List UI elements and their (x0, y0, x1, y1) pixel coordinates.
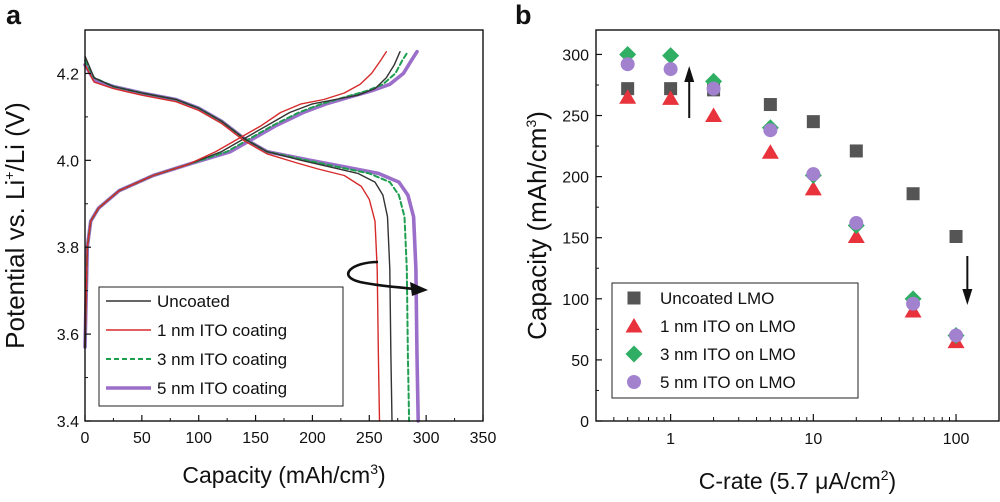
chart-b-point-2-6 (847, 228, 865, 243)
chart-b-y-tick-label: 150 (562, 231, 589, 248)
chart-b-point-2-4 (761, 144, 779, 159)
chart-b-rate-capability: 1 10 100 0 50 100 150 200 250 300 Uncoated LMO 1 n… (522, 29, 1000, 494)
chart-a-x-tick-label: 50 (133, 430, 151, 447)
chart-b-frame (595, 29, 1000, 422)
chart-b-y-tick-label: 200 (562, 170, 589, 187)
chart-b-ticks: 1 10 100 0 50 100 150 200 250 300 (562, 47, 1000, 448)
chart-a-legend-label-2: 1 nm ITO coating (157, 321, 287, 340)
chart-b-point-2-3 (705, 107, 723, 123)
chart-b-y-title-main: Capacity (mAh/cm (522, 128, 552, 340)
chart-b-point-1-2 (664, 82, 678, 96)
chart-b-point-4-4 (763, 123, 778, 138)
chart-b-point-2-1 (619, 89, 637, 104)
chart-a-x-tick-label: 300 (413, 430, 440, 447)
chart-a-series-1-discharge-line (84, 55, 393, 422)
chart-b-point-4-2 (663, 62, 678, 77)
chart-b-y-title-sup: 3 (523, 120, 539, 128)
chart-b-y-axis-title: Capacity (mAh/cm3) (522, 111, 552, 340)
chart-a-voltage-profile: 0 50 100 150 200 250 300 350 3.4 3.6 3.8 4.0 4.2 Unc… (0, 29, 497, 488)
chart-b-y-tick-label: 250 (562, 109, 589, 126)
chart-b-point-4-6 (849, 216, 864, 231)
chart-b-up-arrow-head (684, 66, 695, 82)
chart-a-y-title-sup: + (1, 172, 17, 180)
chart-a-arrow-head (410, 282, 428, 296)
chart-b-point-2-5 (804, 180, 822, 196)
chart-a-x-tick-label: 250 (356, 430, 383, 447)
chart-b-x-title-sup: 2 (881, 467, 889, 483)
chart-b-point-4-8 (949, 328, 964, 343)
chart-b-y-tick-label: 300 (562, 47, 589, 64)
chart-b-arrows (684, 66, 973, 305)
chart-b-point-1-4 (763, 98, 777, 112)
chart-b-legend: Uncoated LMO 1 nm ITO on LMO 3 nm ITO on L… (611, 282, 859, 399)
chart-b-point-1-5 (806, 115, 820, 129)
chart-a-arrow-curve (346, 260, 415, 291)
chart-b-point-1-1 (621, 82, 635, 96)
chart-b-point-4-5 (806, 167, 821, 182)
chart-b-down-arrow-head (962, 289, 973, 305)
chart-b-legend-marker-2 (625, 318, 643, 333)
chart-a-x-tick-label: 200 (299, 430, 326, 447)
chart-a-frame (84, 29, 484, 422)
chart-a-x-tick-label: 350 (470, 430, 497, 447)
chart-a-y-tick-label: 4.2 (57, 66, 79, 83)
chart-b-y-tick-label: 50 (571, 353, 589, 370)
chart-a-x-tick-label: 100 (185, 430, 212, 447)
chart-a-ticks: 0 50 100 150 200 250 300 350 3.4 3.6 3.8 4.0 4.2 (57, 66, 497, 447)
chart-b-x-title-end: ) (889, 468, 897, 494)
chart-b-legend-label-2: 1 nm ITO on LMO (660, 317, 796, 336)
panel-letter-a: a (6, 0, 22, 30)
chart-a-legend-box (98, 286, 344, 407)
chart-a-y-title-main: Potential vs. Li (0, 180, 30, 349)
chart-b-x-tick-label: 1 (666, 431, 675, 448)
chart-b-x-tick-label: 100 (943, 431, 970, 448)
chart-b-legend-label-1: Uncoated LMO (660, 289, 774, 308)
chart-b-x-axis-title: C-rate (5.7 μA/cm2) (699, 467, 896, 494)
chart-a-x-title-main: Capacity (mAh/cm (182, 462, 370, 488)
chart-a-legend-label-4: 5 nm ITO coating (157, 379, 287, 398)
chart-a-x-tick-label: 0 (81, 430, 90, 447)
chart-a-y-tick-label: 4.0 (57, 153, 79, 170)
chart-a-x-tick-label: 150 (242, 430, 269, 447)
chart-a-curved-arrow (346, 260, 428, 296)
chart-b-point-1-6 (849, 144, 863, 158)
chart-a-y-axis-title: Potential vs. Li+/Li (V) (0, 102, 30, 349)
chart-a-x-title-end: ) (378, 462, 386, 488)
chart-a-y-tick-label: 3.8 (57, 240, 79, 257)
chart-b-y-tick-label: 100 (562, 292, 589, 309)
chart-b-legend-marker-3 (625, 345, 643, 363)
chart-b-point-2-2 (662, 90, 680, 105)
panel-letter-b: b (515, 0, 532, 30)
chart-b-legend-label-4: 5 nm ITO on LMO (660, 373, 796, 392)
chart-b-point-1-7 (906, 187, 920, 201)
chart-b-legend-marker-4 (627, 375, 641, 389)
chart-a-x-axis-title: Capacity (mAh/cm3) (182, 461, 385, 488)
chart-b-y-title-end: ) (522, 111, 552, 120)
chart-a-y-tick-label: 3.4 (57, 414, 79, 431)
chart-b-x-title-main: C-rate (5.7 μA/cm (699, 468, 881, 494)
chart-a-x-title-sup: 3 (370, 461, 378, 477)
chart-b-points (619, 45, 965, 349)
chart-a-series (83, 49, 420, 423)
chart-a-legend-label-1: Uncoated (157, 292, 230, 311)
chart-b-y-tick-label: 0 (580, 414, 589, 431)
chart-a-series-2-discharge-line (84, 64, 381, 422)
chart-b-point-3-2 (662, 47, 680, 65)
chart-b-point-4-1 (620, 57, 635, 72)
chart-b-point-4-3 (706, 81, 721, 96)
chart-a-y-title-end: /Li (V) (0, 102, 30, 171)
chart-b-legend-marker-1 (627, 291, 641, 305)
chart-a-series-2-charge-line (84, 51, 387, 348)
chart-a-y-tick-label: 3.6 (57, 327, 79, 344)
chart-b-point-1-8 (949, 229, 963, 243)
chart-b-point-4-7 (906, 296, 921, 311)
chart-a-legend: Uncoated 1 nm ITO coating 3 nm ITO coating… (98, 286, 344, 407)
chart-a-legend-label-3: 3 nm ITO coating (157, 350, 287, 369)
chart-b-legend-label-3: 3 nm ITO on LMO (660, 345, 796, 364)
chart-b-legend-box (611, 282, 859, 399)
chart-b-x-tick-label: 10 (804, 431, 822, 448)
